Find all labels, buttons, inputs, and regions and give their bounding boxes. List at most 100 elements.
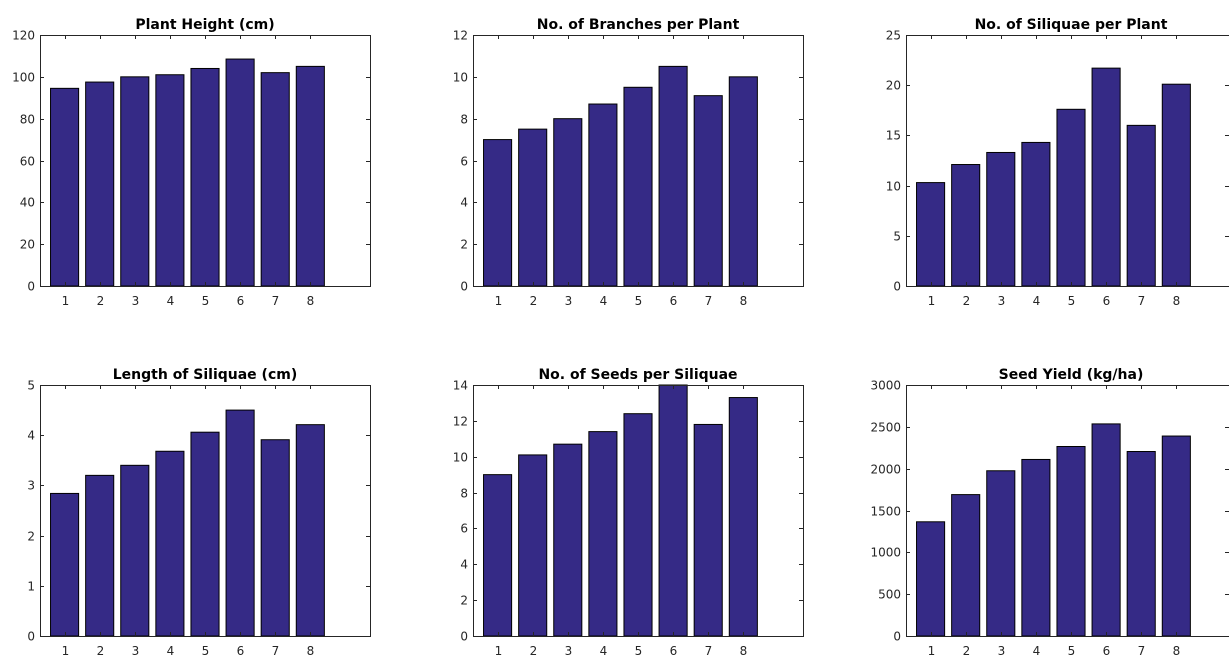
- x-tick-label: 7: [1138, 644, 1146, 658]
- bar-2: [85, 81, 115, 287]
- x-tick-label: 6: [670, 294, 678, 308]
- bar-6: [1091, 67, 1121, 287]
- bar-3: [553, 118, 583, 287]
- x-tick-label: 6: [237, 294, 245, 308]
- chart-panel-3: 0 5 10 15 20 25 1 2 3 4 5 6 7 8 No. of Siliquae per Pl…: [886, 17, 1229, 308]
- bar-1: [50, 492, 80, 637]
- bar-2: [951, 494, 981, 637]
- x-tick-label: 4: [167, 294, 175, 308]
- axes-box: [906, 35, 1229, 287]
- y-tick-label: 6: [460, 522, 468, 536]
- bar-7: [1126, 124, 1156, 287]
- bar-8: [295, 65, 325, 287]
- bar-3: [553, 443, 583, 637]
- x-tick-label: 7: [705, 644, 713, 658]
- bar-1: [50, 87, 80, 287]
- x-tick-label: 1: [928, 644, 936, 658]
- bar-7: [693, 423, 723, 637]
- x-tick-label: 8: [307, 644, 315, 658]
- y-tick-label: 2: [460, 594, 468, 608]
- y-tick-label: 20: [886, 79, 901, 93]
- x-tick-label: 2: [963, 644, 971, 658]
- y-tick-label: 3000: [870, 379, 901, 393]
- bar-7: [260, 72, 290, 287]
- bar-8: [1161, 435, 1191, 637]
- chart-title: Length of Siliquae (cm): [113, 367, 298, 383]
- y-tick-label: 25: [886, 29, 901, 43]
- x-tick-label: 2: [530, 294, 538, 308]
- y-tick-label: 500: [878, 588, 901, 602]
- x-tick-label: 1: [928, 294, 936, 308]
- x-tick-label: 5: [1068, 294, 1076, 308]
- bar-5: [1056, 446, 1086, 637]
- x-tick-label: 3: [132, 294, 140, 308]
- x-tick-label: 8: [1173, 294, 1181, 308]
- chart-title: Plant Height (cm): [135, 17, 274, 33]
- x-tick-label: 6: [1103, 644, 1111, 658]
- y-tick-label: 2500: [870, 421, 901, 435]
- bar-6: [658, 65, 688, 287]
- bar-3: [120, 76, 150, 287]
- y-tick-label: 100: [12, 71, 35, 85]
- chart-title: No. of Siliquae per Plant: [975, 17, 1168, 33]
- y-tick-label: 5: [27, 379, 35, 393]
- y-tick-label: 0: [27, 280, 35, 294]
- x-tick-label: 4: [600, 644, 608, 658]
- y-tick-label: 0: [460, 630, 468, 644]
- x-tick-label: 8: [740, 294, 748, 308]
- x-tick-label: 8: [307, 294, 315, 308]
- x-tick-label: 1: [495, 294, 503, 308]
- bar-5: [190, 67, 220, 287]
- y-tick-label: 2000: [870, 463, 901, 477]
- chart-title: Seed Yield (kg/ha): [999, 367, 1144, 383]
- y-tick-label: 15: [886, 129, 901, 143]
- bar-1: [483, 474, 513, 637]
- bar-8: [1161, 83, 1191, 287]
- bar-1: [483, 139, 513, 287]
- bar-4: [155, 450, 185, 637]
- y-tick-label: 12: [453, 29, 468, 43]
- y-tick-label: 5: [893, 230, 901, 244]
- y-tick-label: 4: [460, 196, 468, 210]
- x-tick-label: 2: [97, 644, 105, 658]
- x-tick-label: 4: [167, 644, 175, 658]
- x-tick-label: 4: [1033, 644, 1041, 658]
- y-tick-label: 8: [460, 113, 468, 127]
- bar-3: [986, 151, 1016, 287]
- y-tick-label: 12: [453, 415, 468, 429]
- y-tick-label: 1: [27, 580, 35, 594]
- chart-panel-1: 0 20 40 60 80 100 120 1 2 3 4 5 6 7 8 Plant Height (cm): [12, 17, 371, 308]
- bar-5: [1056, 108, 1086, 287]
- bar-7: [260, 439, 290, 637]
- chart-panel-6: 0 500 1000 1500 2000 2500 3000 1 2 3 4 5 6 7 8 Seed Yie…: [870, 367, 1229, 658]
- bar-7: [1126, 451, 1156, 637]
- y-tick-label: 0: [893, 280, 901, 294]
- bar-4: [588, 431, 618, 637]
- x-tick-label: 6: [237, 644, 245, 658]
- bar-5: [623, 86, 653, 287]
- bar-6: [1091, 423, 1121, 637]
- y-tick-label: 8: [460, 487, 468, 501]
- x-tick-label: 2: [963, 294, 971, 308]
- x-tick-label: 5: [202, 294, 210, 308]
- bar-8: [728, 397, 758, 637]
- bar-2: [951, 164, 981, 287]
- x-tick-label: 6: [670, 644, 678, 658]
- chart-title: No. of Branches per Plant: [537, 17, 740, 33]
- y-tick-label: 0: [27, 630, 35, 644]
- x-tick-label: 2: [97, 294, 105, 308]
- x-tick-label: 7: [272, 294, 280, 308]
- y-tick-label: 20: [20, 238, 35, 252]
- chart-panel-4: 0 1 2 3 4 5 1 2 3 4 5 6 7 8 Length of Siliquae (cm): [27, 367, 371, 658]
- bar-2: [518, 454, 548, 637]
- x-tick-label: 3: [565, 644, 573, 658]
- y-tick-label: 4: [27, 429, 35, 443]
- x-tick-label: 1: [62, 294, 70, 308]
- bar-5: [623, 413, 653, 637]
- bar-8: [728, 76, 758, 287]
- x-tick-label: 7: [1138, 294, 1146, 308]
- bar-3: [986, 470, 1016, 637]
- bar-8: [295, 424, 325, 637]
